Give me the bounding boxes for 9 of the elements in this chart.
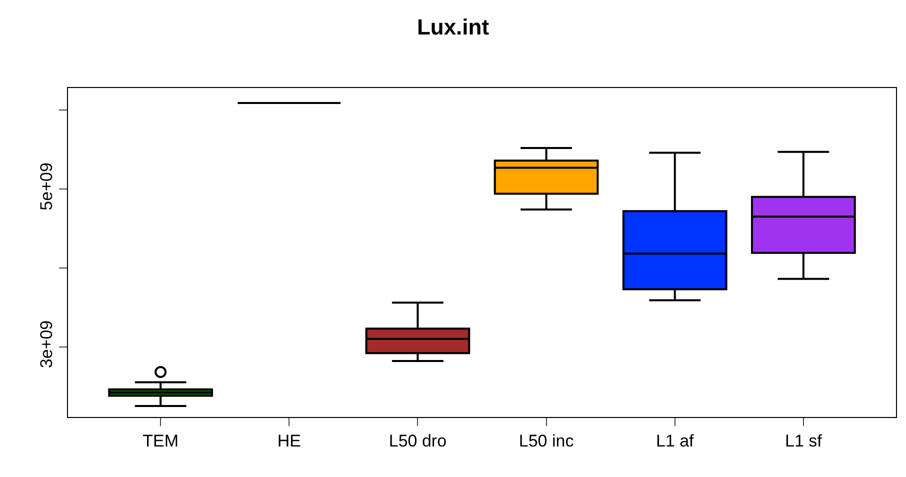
x-tick-label: L50 inc bbox=[518, 431, 574, 450]
y-tick-label: 3e+09 bbox=[37, 320, 56, 368]
x-tick-label: TEM bbox=[142, 431, 179, 450]
y-tick-label: 5e+09 bbox=[37, 162, 56, 210]
x-tick-label: L1 af bbox=[656, 431, 694, 450]
x-tick-label: L50 dro bbox=[388, 431, 447, 450]
x-tick-label: HE bbox=[277, 431, 301, 450]
x-tick-label: L1 sf bbox=[785, 431, 822, 450]
chart-title: Lux.int bbox=[416, 14, 490, 40]
